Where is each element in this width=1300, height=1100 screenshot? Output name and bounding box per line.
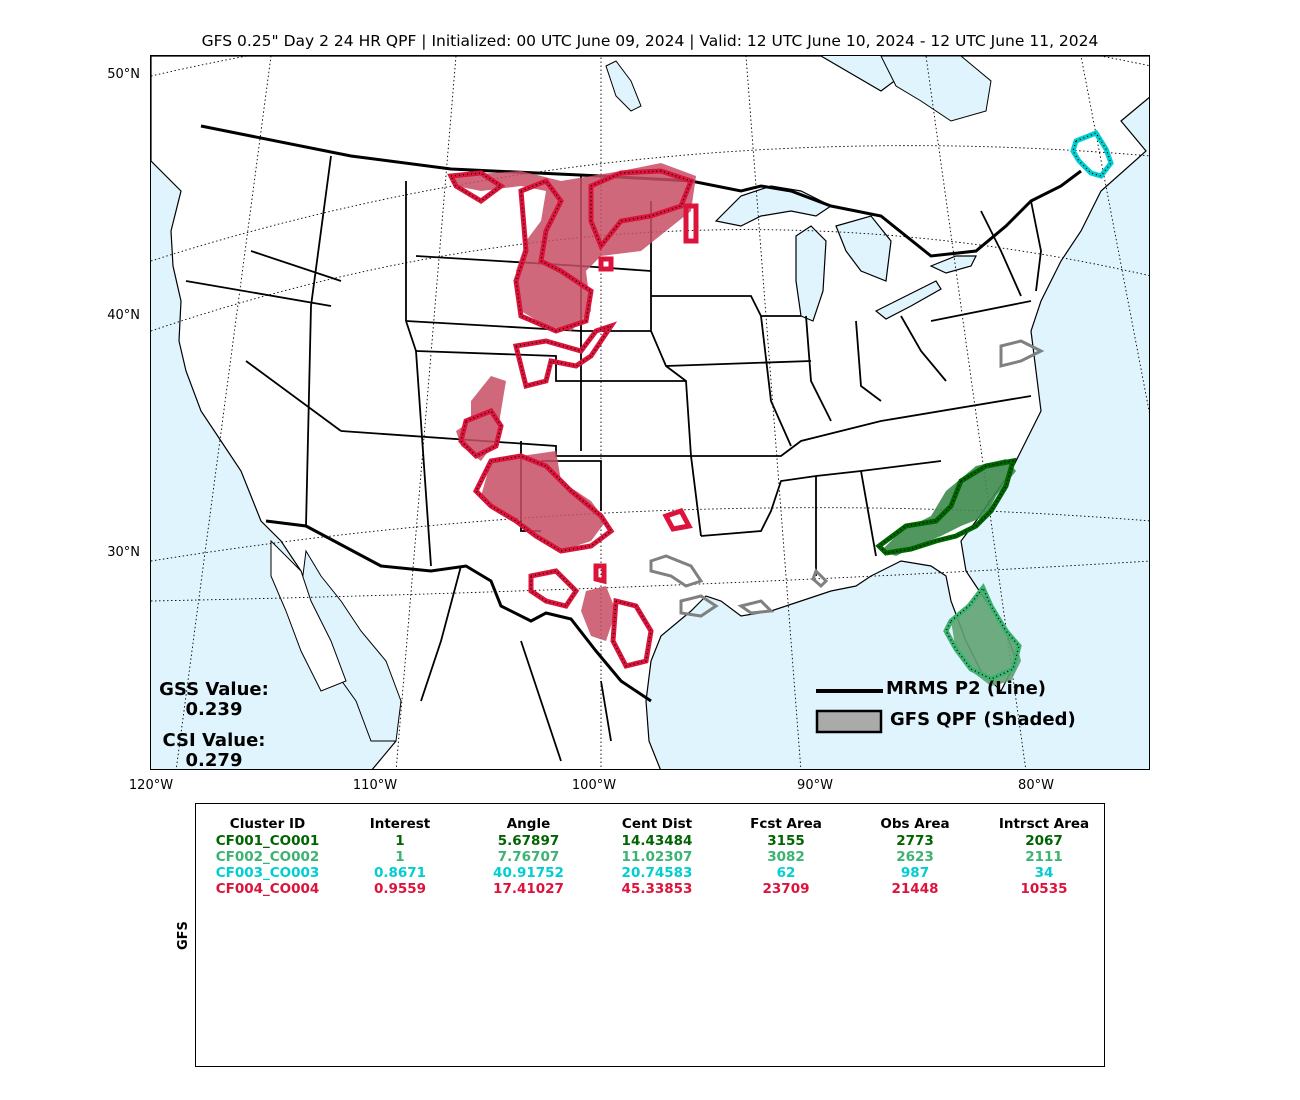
lake-ontario <box>929 255 977 274</box>
cell-angle: 7.76707 <box>497 849 560 865</box>
cell-fcst-area: 3155 <box>767 833 805 849</box>
cell-angle: 40.91752 <box>493 865 564 881</box>
cell-interest: 0.8671 <box>373 865 427 881</box>
cell-cluster-id: CF003_CO003 <box>215 865 320 881</box>
cell-cent-dist: 45.33853 <box>621 881 693 897</box>
gss-score: GSS Value: 0.239 <box>144 680 284 720</box>
csi-value: 0.279 <box>185 750 243 771</box>
cell-intrsct-area: 10535 <box>1020 881 1068 897</box>
gss-label: GSS Value: <box>159 679 269 700</box>
table-row: CF002_CO002 1 7.76707 11.02307 3082 2623 2111 <box>200 849 1108 865</box>
header-angle: Angle <box>506 816 551 832</box>
lake-michigan <box>795 225 827 322</box>
legend-shaded-swatch <box>815 709 883 734</box>
gss-value: 0.239 <box>185 699 243 720</box>
lon-label-90w: 90°W <box>797 778 833 793</box>
table-model-label: GFS <box>176 921 191 950</box>
cell-interest: 0.9559 <box>373 881 427 897</box>
graticule <box>151 56 1149 769</box>
cluster-3-region <box>1070 129 1114 179</box>
cell-obs-area: 987 <box>900 865 930 881</box>
lat-label-30n: 30°N <box>107 545 140 560</box>
cell-fcst-area: 62 <box>776 865 796 881</box>
map-panel <box>150 55 1150 770</box>
cell-obs-area: 2773 <box>896 833 934 849</box>
cell-interest: 1 <box>395 833 405 849</box>
cell-cent-dist: 11.02307 <box>621 849 693 865</box>
lat-label-40n: 40°N <box>107 308 140 323</box>
cell-cluster-id: CF001_CO001 <box>215 833 320 849</box>
hudson-bay-region <box>880 56 992 122</box>
table-row: CF001_CO001 1 5.67897 14.43484 3155 2773 2067 <box>200 833 1108 849</box>
cell-angle: 5.67897 <box>497 833 560 849</box>
legend-line-label: MRMS P2 (Line) <box>886 678 1047 699</box>
lon-label-80w: 80°W <box>1018 778 1054 793</box>
cluster-4-region <box>447 163 699 669</box>
header-cent-dist: Cent Dist <box>621 816 693 832</box>
cell-interest: 1 <box>395 849 405 865</box>
cell-intrsct-area: 2111 <box>1025 849 1063 865</box>
us-mexico-border <box>265 519 652 703</box>
cell-intrsct-area: 2067 <box>1025 833 1063 849</box>
cell-cluster-id: CF002_CO002 <box>215 849 320 865</box>
land-north-america <box>151 56 1149 769</box>
stats-table-frame <box>195 803 1105 1067</box>
cell-obs-area: 21448 <box>891 881 939 897</box>
cell-cluster-id: CF004_CO004 <box>215 881 320 897</box>
unmatched-obs-outlines <box>649 339 1045 618</box>
map-canvas <box>151 56 1149 769</box>
lon-label-110w: 110°W <box>352 778 398 793</box>
baja-peninsula <box>270 539 347 692</box>
csi-label: CSI Value: <box>162 730 266 751</box>
stats-table: Cluster ID Interest Angle Cent Dist Fcst… <box>200 815 1108 897</box>
cell-obs-area: 2623 <box>896 849 934 865</box>
lat-label-50n: 50°N <box>107 67 140 82</box>
cell-cent-dist: 14.43484 <box>621 833 693 849</box>
cluster-1-region <box>875 457 1017 556</box>
stats-body: CF001_CO001 1 5.67897 14.43484 3155 2773 2067 C… <box>200 833 1108 897</box>
stats-header-row: Cluster ID Interest Angle Cent Dist Fcst… <box>200 815 1108 833</box>
lake-erie <box>874 280 942 320</box>
lake-winnipeg <box>605 60 642 112</box>
cell-fcst-area: 3082 <box>767 849 805 865</box>
cell-cent-dist: 20.74583 <box>621 865 693 881</box>
cell-fcst-area: 23709 <box>762 881 810 897</box>
table-row: CF003_CO003 0.8671 40.91752 20.74583 62 987 34 <box>200 865 1108 881</box>
legend-shaded-label: GFS QPF (Shaded) <box>890 709 1076 730</box>
table-row: CF004_CO004 0.9559 17.41027 45.33853 23709 21… <box>200 881 1108 897</box>
map-title: GFS 0.25" Day 2 24 HR QPF | Initialized:… <box>201 32 1099 50</box>
lon-label-120w: 120°W <box>128 778 174 793</box>
header-interest: Interest <box>369 816 431 832</box>
cluster-2-region <box>943 583 1022 686</box>
header-fcst-area: Fcst Area <box>750 816 822 832</box>
cell-angle: 17.41027 <box>493 881 564 897</box>
cell-intrsct-area: 34 <box>1034 865 1054 881</box>
header-intrsct-area: Intrsct Area <box>998 816 1090 832</box>
header-obs-area: Obs Area <box>880 816 950 832</box>
header-cluster-id: Cluster ID <box>229 816 306 832</box>
lon-label-100w: 100°W <box>571 778 617 793</box>
csi-score: CSI Value: 0.279 <box>144 731 284 771</box>
lake-huron <box>835 215 892 282</box>
